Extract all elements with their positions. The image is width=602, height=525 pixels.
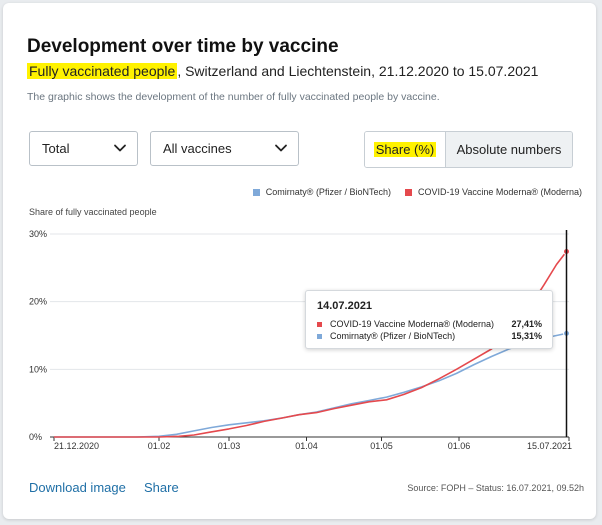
tooltip-row-pfizer: Comirnaty® (Pfizer / BioNTech) 15,31% bbox=[317, 331, 542, 341]
unit-toggle: Share (%) Absolute numbers bbox=[364, 131, 573, 168]
legend-label-moderna: COVID-19 Vaccine Moderna® (Moderna) bbox=[417, 187, 582, 197]
legend-item-moderna[interactable]: COVID-19 Vaccine Moderna® (Moderna) bbox=[404, 187, 582, 197]
toggle-absolute-button[interactable]: Absolute numbers bbox=[446, 132, 572, 167]
population-select-value: Total bbox=[42, 141, 70, 156]
tooltip-swatch-pfizer bbox=[317, 333, 322, 339]
tooltip-value-moderna: 27,41% bbox=[511, 319, 542, 329]
y-tick-label: 10% bbox=[29, 364, 47, 374]
subtitle-rest: , Switzerland and Liechtenstein, 21.12.2… bbox=[177, 63, 539, 79]
subtitle-highlight: Fully vaccinated people bbox=[27, 63, 178, 79]
chart-legend: Comirnaty® (Pfizer / BioNTech) COVID-19 … bbox=[252, 187, 582, 197]
x-tick-label: 21.12.2020 bbox=[54, 441, 99, 451]
x-tick-label: 01.02 bbox=[148, 441, 171, 451]
x-axis-ticks: 21.12.2020 01.02 01.03 01.04 01.05 01.06 15.07… bbox=[53, 437, 572, 451]
chart-tooltip: 14.07.2021 COVID-19 Vaccine Moderna® (Mo… bbox=[305, 290, 553, 349]
toggle-share-label: Share (%) bbox=[373, 142, 437, 157]
series-line-pfizer bbox=[54, 332, 567, 438]
tooltip-swatch-moderna bbox=[317, 321, 322, 327]
toggle-absolute-label: Absolute numbers bbox=[456, 142, 562, 157]
vaccine-select[interactable]: All vaccines bbox=[150, 131, 299, 166]
x-tick-label: 01.03 bbox=[218, 441, 241, 451]
subtitle: Fully vaccinated people, Switzerland and… bbox=[27, 63, 538, 79]
page-title: Development over time by vaccine bbox=[27, 36, 339, 57]
y-tick-label: 0% bbox=[29, 432, 42, 442]
tooltip-row-moderna: COVID-19 Vaccine Moderna® (Moderna) 27,4… bbox=[317, 319, 542, 329]
share-link[interactable]: Share bbox=[144, 480, 179, 495]
y-tick-label: 20% bbox=[29, 297, 47, 307]
x-tick-label: 01.05 bbox=[370, 441, 393, 451]
chart-card bbox=[3, 3, 596, 519]
legend-swatch-moderna bbox=[404, 188, 412, 196]
x-tick-label: 01.06 bbox=[448, 441, 471, 451]
tooltip-label-pfizer: Comirnaty® (Pfizer / BioNTech) bbox=[330, 331, 456, 341]
legend-swatch-pfizer bbox=[252, 188, 260, 196]
chevron-down-icon bbox=[114, 144, 126, 152]
chart-description: The graphic shows the development of the… bbox=[27, 91, 440, 103]
y-axis-title: Share of fully vaccinated people bbox=[29, 207, 157, 217]
x-tick-label: 01.04 bbox=[295, 441, 318, 451]
tooltip-date: 14.07.2021 bbox=[317, 300, 373, 312]
download-image-link[interactable]: Download image bbox=[29, 480, 126, 495]
population-select[interactable]: Total bbox=[29, 131, 138, 166]
vaccine-select-value: All vaccines bbox=[163, 141, 232, 156]
y-axis-ticks: 0% 10% 20% 30% bbox=[29, 229, 47, 442]
y-tick-label: 30% bbox=[29, 229, 47, 239]
legend-label-pfizer: Comirnaty® (Pfizer / BioNTech) bbox=[265, 187, 391, 197]
legend-item-pfizer[interactable]: Comirnaty® (Pfizer / BioNTech) bbox=[252, 187, 391, 197]
tooltip-value-pfizer: 15,31% bbox=[511, 331, 542, 341]
x-tick-label: 15.07.2021 bbox=[527, 441, 572, 451]
tooltip-label-moderna: COVID-19 Vaccine Moderna® (Moderna) bbox=[330, 319, 495, 329]
source-note: Source: FOPH – Status: 16.07.2021, 09.52… bbox=[407, 483, 584, 493]
chevron-down-icon bbox=[275, 144, 287, 152]
toggle-share-button[interactable]: Share (%) bbox=[365, 132, 446, 167]
